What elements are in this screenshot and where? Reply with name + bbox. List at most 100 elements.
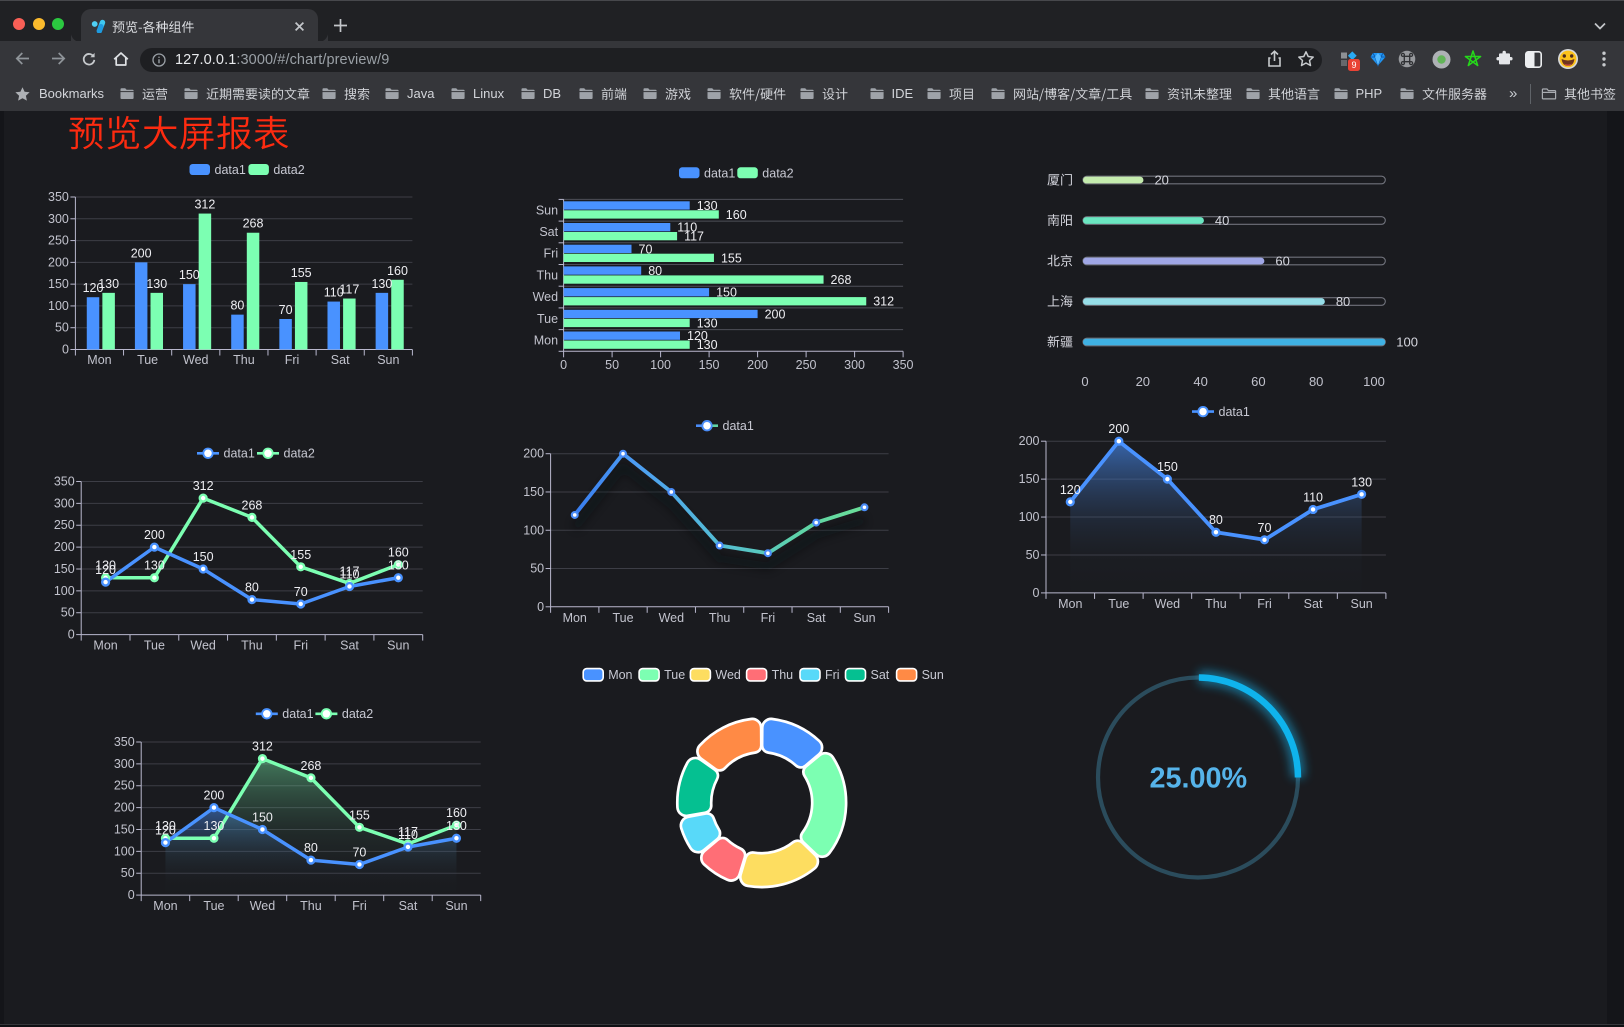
svg-text:80: 80 — [304, 841, 318, 855]
svg-text:300: 300 — [54, 496, 75, 510]
svg-text:250: 250 — [54, 518, 75, 532]
svg-text:160: 160 — [726, 208, 747, 222]
svg-text:Fri: Fri — [285, 353, 300, 367]
svg-text:200: 200 — [131, 246, 152, 260]
svg-text:155: 155 — [291, 266, 312, 280]
svg-text:Mon: Mon — [93, 639, 117, 653]
svg-text:Wed: Wed — [715, 668, 741, 682]
svg-text:Thu: Thu — [537, 268, 559, 282]
svg-text:data2: data2 — [342, 707, 373, 721]
svg-text:50: 50 — [121, 866, 135, 880]
svg-text:Sun: Sun — [387, 639, 409, 653]
svg-text:80: 80 — [648, 264, 662, 278]
svg-text:100: 100 — [48, 299, 69, 313]
svg-text:312: 312 — [252, 740, 273, 754]
svg-text:Wed: Wed — [1155, 597, 1181, 611]
svg-text:160: 160 — [387, 264, 408, 278]
svg-text:130: 130 — [155, 819, 176, 833]
svg-text:Sun: Sun — [853, 611, 875, 625]
svg-text:Sun: Sun — [445, 899, 467, 913]
svg-text:Sat: Sat — [807, 611, 826, 625]
svg-text:150: 150 — [699, 358, 720, 372]
svg-text:200: 200 — [747, 358, 768, 372]
svg-text:150: 150 — [54, 562, 75, 576]
svg-text:100: 100 — [650, 358, 671, 372]
svg-text:80: 80 — [1336, 294, 1350, 309]
svg-text:Wed: Wed — [183, 353, 209, 367]
svg-text:40: 40 — [1193, 374, 1207, 389]
svg-text:50: 50 — [1026, 548, 1040, 562]
svg-text:Wed: Wed — [533, 290, 559, 304]
svg-text:Tue: Tue — [1108, 597, 1129, 611]
svg-text:350: 350 — [48, 190, 69, 204]
svg-text:120: 120 — [155, 824, 176, 838]
svg-text:150: 150 — [179, 268, 200, 282]
svg-text:Tue: Tue — [664, 668, 685, 682]
svg-text:Sun: Sun — [377, 353, 399, 367]
svg-text:40: 40 — [1215, 213, 1229, 228]
svg-text:Sun: Sun — [1350, 597, 1372, 611]
svg-text:50: 50 — [530, 562, 544, 576]
svg-text:350: 350 — [893, 358, 914, 372]
svg-text:0: 0 — [537, 600, 544, 614]
svg-text:Sat: Sat — [539, 225, 558, 239]
svg-text:70: 70 — [294, 585, 308, 599]
svg-text:Sat: Sat — [331, 353, 350, 367]
svg-text:25.00%: 25.00% — [1149, 763, 1247, 795]
svg-text:120: 120 — [1060, 483, 1081, 497]
svg-text:100: 100 — [114, 844, 135, 858]
svg-text:120: 120 — [83, 281, 104, 295]
svg-text:0: 0 — [560, 358, 567, 372]
svg-text:117: 117 — [684, 230, 704, 244]
svg-text:100: 100 — [523, 523, 544, 537]
svg-text:Wed: Wed — [659, 611, 685, 625]
svg-text:110: 110 — [1303, 490, 1323, 504]
svg-text:130: 130 — [697, 338, 718, 352]
svg-text:300: 300 — [114, 757, 135, 771]
svg-text:200: 200 — [765, 307, 786, 321]
svg-text:Fri: Fri — [352, 899, 367, 913]
svg-text:200: 200 — [204, 789, 225, 803]
svg-text:117: 117 — [340, 564, 360, 578]
svg-text:130: 130 — [697, 316, 718, 330]
svg-text:60: 60 — [1275, 254, 1289, 269]
svg-text:300: 300 — [844, 358, 865, 372]
svg-text:312: 312 — [873, 295, 894, 309]
svg-text:200: 200 — [1019, 434, 1040, 448]
svg-text:Tue: Tue — [144, 639, 165, 653]
svg-text:Fri: Fri — [1257, 597, 1272, 611]
svg-text:data1: data1 — [224, 447, 255, 461]
svg-text:312: 312 — [193, 479, 214, 493]
svg-text:130: 130 — [1351, 475, 1372, 489]
svg-text:20: 20 — [1136, 374, 1150, 389]
svg-text:data1: data1 — [215, 163, 246, 177]
svg-text:150: 150 — [716, 286, 737, 300]
svg-text:150: 150 — [193, 550, 214, 564]
svg-text:Wed: Wed — [250, 899, 276, 913]
svg-text:data2: data2 — [762, 166, 793, 180]
svg-text:Thu: Thu — [709, 611, 731, 625]
svg-text:150: 150 — [1157, 460, 1178, 474]
svg-text:Fri: Fri — [825, 668, 840, 682]
svg-text:Sat: Sat — [340, 639, 359, 653]
svg-text:200: 200 — [48, 255, 69, 269]
svg-text:Thu: Thu — [772, 668, 794, 682]
svg-text:Thu: Thu — [241, 639, 263, 653]
svg-text:Sat: Sat — [399, 899, 418, 913]
svg-text:50: 50 — [55, 321, 69, 335]
svg-text:data2: data2 — [273, 163, 304, 177]
svg-text:80: 80 — [1309, 374, 1323, 389]
svg-text:155: 155 — [349, 808, 370, 822]
svg-text:Tue: Tue — [203, 899, 224, 913]
svg-text:250: 250 — [114, 779, 135, 793]
svg-text:268: 268 — [243, 217, 264, 231]
svg-text:data1: data1 — [723, 419, 754, 433]
svg-text:70: 70 — [639, 242, 653, 256]
svg-text:80: 80 — [245, 581, 259, 595]
svg-text:117: 117 — [339, 283, 359, 297]
svg-text:50: 50 — [605, 358, 619, 372]
svg-text:160: 160 — [388, 546, 409, 560]
svg-text:100: 100 — [1396, 335, 1418, 350]
svg-text:350: 350 — [114, 735, 135, 749]
svg-text:110: 110 — [340, 567, 360, 581]
